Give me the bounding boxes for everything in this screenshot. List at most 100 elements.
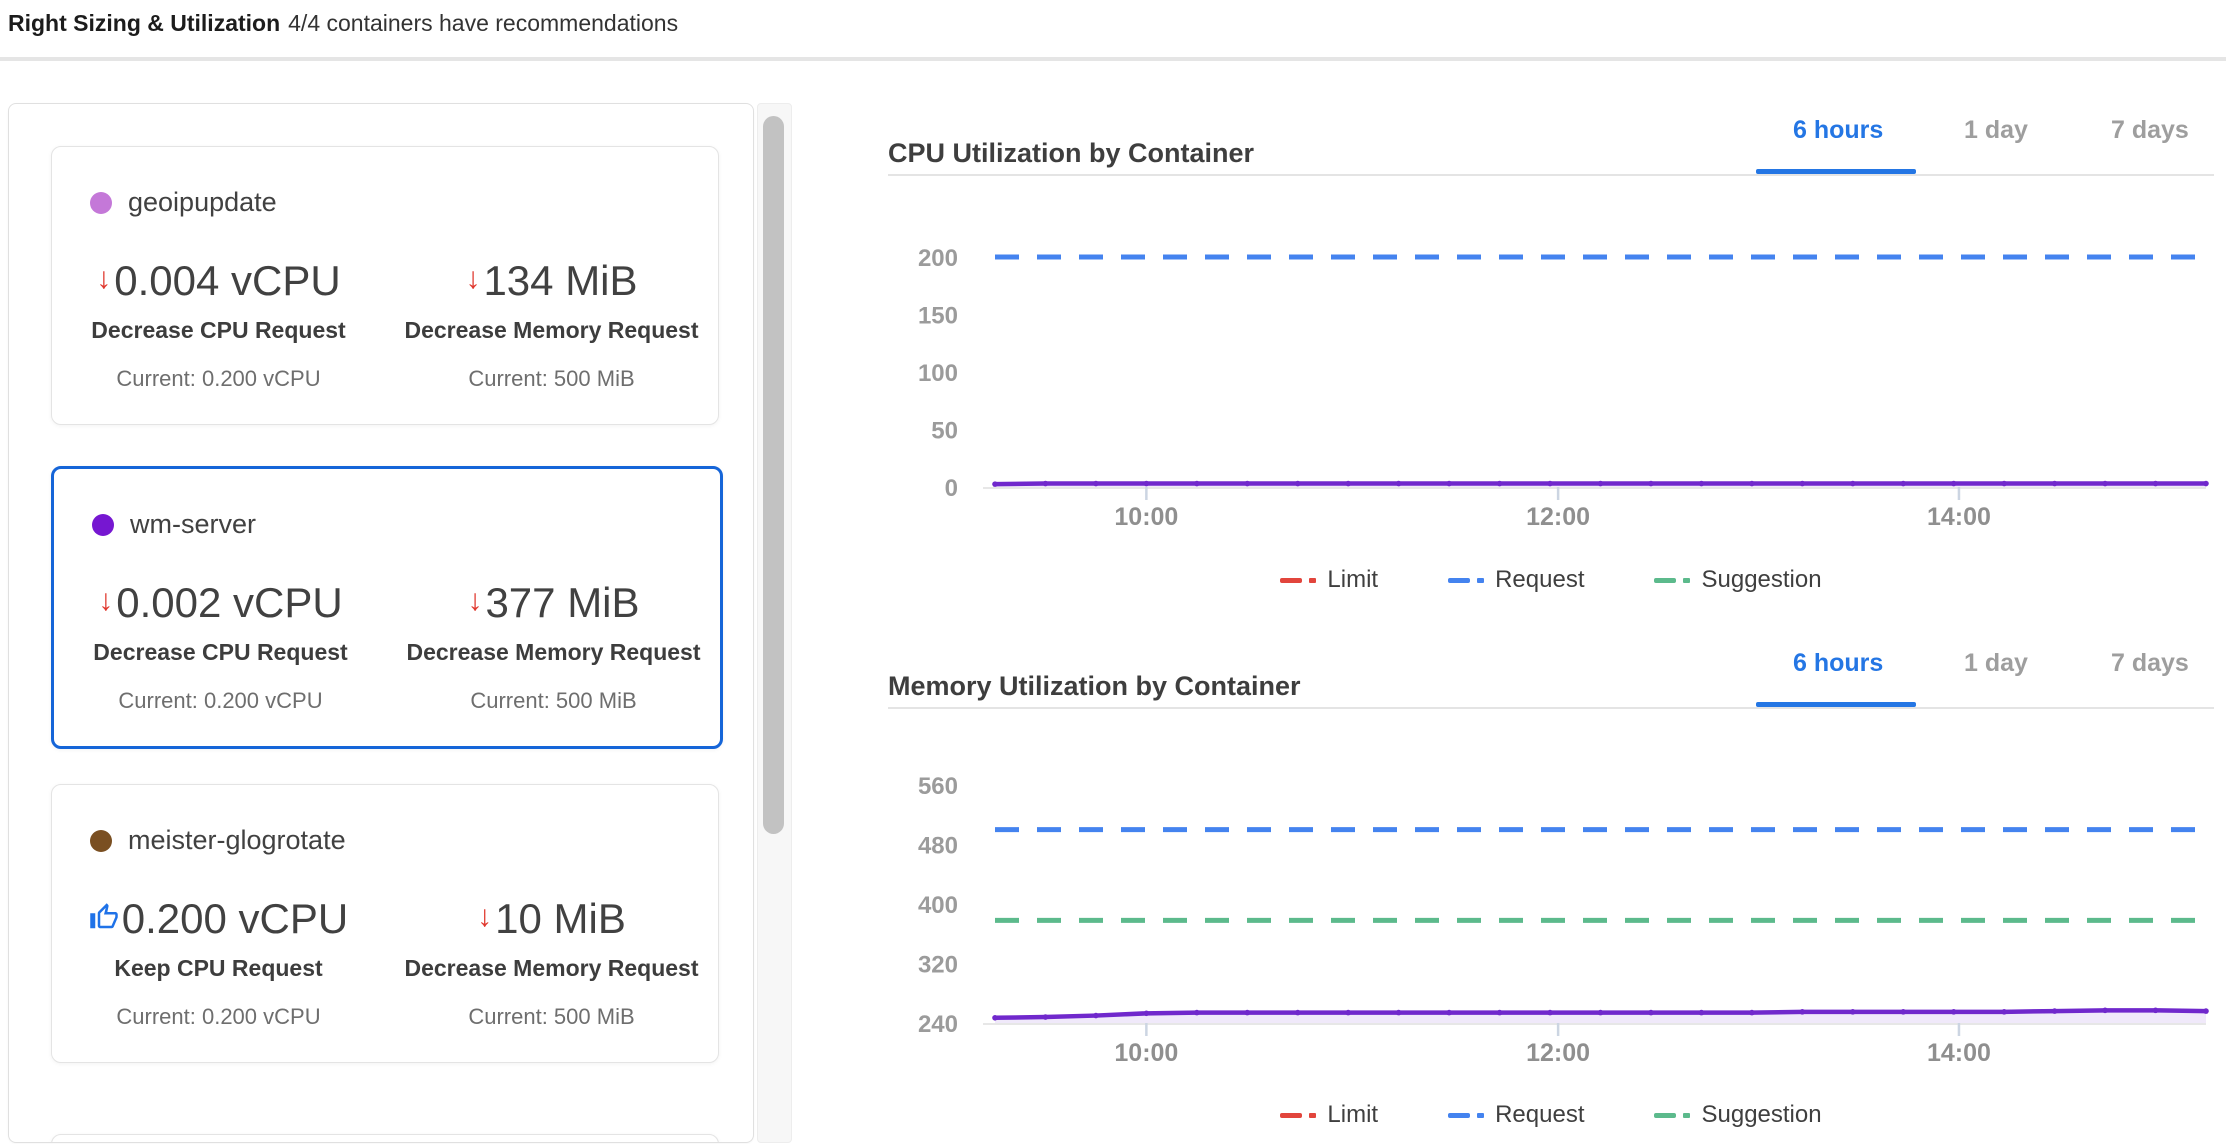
container-list-panel: geoipupdate ↓ 0.004 vCPU Decrease CPU Re…: [8, 103, 754, 1143]
legend-item-limit: Limit: [1280, 566, 1378, 594]
svg-text:50: 50: [931, 418, 958, 445]
memory-header-divider: [888, 707, 2214, 709]
svg-text:240: 240: [918, 1011, 958, 1038]
memory-tab-6-hours[interactable]: 6 hours: [1793, 649, 1884, 677]
legend-item-suggestion: Suggestion: [1654, 566, 1822, 594]
memory-recommendation: ↓ 377 MiB Decrease Memory Request Curren…: [387, 581, 720, 714]
svg-text:14:00: 14:00: [1927, 503, 1991, 531]
container-header: geoipupdate: [90, 187, 277, 218]
arrow-down-icon: ↓: [96, 262, 112, 295]
memory-tab-1-day[interactable]: 1 day: [1964, 649, 2028, 677]
svg-text:0: 0: [945, 475, 958, 502]
cpu-chart-legend: Limit Request Suggestion: [888, 566, 2214, 594]
thumb-up-icon: [90, 903, 118, 929]
container-card-geoipupdate[interactable]: geoipupdate ↓ 0.004 vCPU Decrease CPU Re…: [51, 146, 719, 425]
memory-chart-title: Memory Utilization by Container: [888, 671, 1301, 702]
memory-value-text: 134 MiB: [483, 257, 638, 304]
dashed-line-icon: [1654, 577, 1691, 583]
svg-text:100: 100: [918, 360, 958, 387]
memory-recommendation-label: Decrease Memory Request: [406, 639, 701, 665]
cpu-value-text: 0.200 vCPU: [121, 895, 349, 942]
container-header: wm-server: [92, 509, 256, 540]
page-title: Right Sizing & Utilization: [8, 10, 281, 36]
cpu-current: Current: 0.200 vCPU: [116, 1004, 321, 1029]
memory-chart-legend: Limit Request Suggestion: [888, 1101, 2214, 1129]
container-card-meister-glogrotate[interactable]: meister-glogrotate 0.200 vCPU Keep CPU R…: [51, 784, 719, 1063]
svg-text:480: 480: [918, 833, 958, 860]
recommendations: ↓ 0.004 vCPU Decrease CPU Request Curren…: [52, 259, 718, 392]
container-name: geoipupdate: [128, 187, 277, 217]
scrollbar-thumb[interactable]: [763, 116, 784, 834]
cpu-header-divider: [888, 174, 2214, 176]
cpu-recommendation-label: Keep CPU Request: [114, 955, 323, 981]
dashed-line-icon: [1654, 1112, 1691, 1118]
svg-text:200: 200: [918, 245, 958, 272]
cpu-tab-6-hours[interactable]: 6 hours: [1793, 116, 1884, 144]
container-header: meister-glogrotate: [90, 825, 346, 856]
memory-current: Current: 500 MiB: [468, 1004, 635, 1029]
memory-active-tab-underline: [1756, 702, 1916, 707]
vertical-scrollbar[interactable]: [757, 103, 792, 1143]
container-color-dot: [92, 513, 114, 536]
memory-value-text: 10 MiB: [495, 895, 626, 942]
memory-current: Current: 500 MiB: [470, 688, 637, 713]
cpu-recommendation-label: Decrease CPU Request: [93, 639, 348, 665]
legend-label: Suggestion: [1701, 566, 1822, 593]
dashed-line-icon: [1448, 577, 1485, 583]
dashed-line-icon: [1280, 1112, 1317, 1118]
memory-recommendation-label: Decrease Memory Request: [404, 955, 699, 981]
page-subtitle: 4/4 containers have recommendations: [288, 10, 679, 36]
legend-item-limit: Limit: [1280, 1101, 1378, 1129]
legend-label: Request: [1495, 1101, 1585, 1128]
svg-text:150: 150: [918, 303, 958, 330]
cpu-tab-1-day[interactable]: 1 day: [1964, 116, 2028, 144]
cpu-tab-7-days[interactable]: 7 days: [2111, 116, 2189, 144]
container-color-dot: [90, 191, 112, 214]
arrow-down-icon: ↓: [467, 584, 483, 617]
svg-text:10:00: 10:00: [1114, 1039, 1178, 1067]
memory-current: Current: 500 MiB: [468, 366, 635, 391]
recommendations: 0.200 vCPU Keep CPU Request Current: 0.2…: [52, 897, 718, 1030]
arrow-down-icon: ↓: [477, 900, 493, 933]
svg-text:12:00: 12:00: [1526, 503, 1590, 531]
recommendations: ↓ 0.002 vCPU Decrease CPU Request Curren…: [54, 581, 720, 714]
header-divider: [0, 57, 2226, 61]
legend-item-request: Request: [1448, 566, 1584, 594]
legend-label: Limit: [1327, 1101, 1379, 1128]
svg-text:12:00: 12:00: [1526, 1039, 1590, 1067]
legend-item-request: Request: [1448, 1101, 1584, 1129]
cpu-chart-title: CPU Utilization by Container: [888, 138, 1255, 169]
page-header: Right Sizing & Utilization 4/4 containers…: [8, 10, 678, 37]
memory-recommendation: ↓ 10 MiB Decrease Memory Request Current…: [385, 897, 718, 1030]
cpu-recommendation: ↓ 0.004 vCPU Decrease CPU Request Curren…: [52, 259, 385, 392]
legend-label: Suggestion: [1701, 1101, 1822, 1128]
memory-tab-7-days[interactable]: 7 days: [2111, 649, 2189, 677]
cpu-recommendation-value: 0.200 vCPU: [89, 897, 348, 941]
legend-label: Request: [1495, 566, 1585, 593]
container-name: wm-server: [130, 509, 256, 539]
dashed-line-icon: [1280, 577, 1317, 583]
cpu-recommendation-value: ↓ 0.004 vCPU: [96, 259, 340, 303]
cpu-current: Current: 0.200 vCPU: [116, 366, 321, 391]
cpu-value-text: 0.004 vCPU: [114, 257, 341, 304]
svg-text:320: 320: [918, 952, 958, 979]
memory-value-text: 377 MiB: [485, 579, 640, 626]
cpu-utilization-chart: 0 50 100 150 200 10:00 12:00 14:00: [918, 245, 2209, 531]
arrow-down-icon: ↓: [465, 262, 481, 295]
container-card-wm-server[interactable]: wm-server ↓ 0.002 vCPU Decrease CPU Requ…: [51, 466, 723, 749]
cpu-current: Current: 0.200 vCPU: [118, 688, 323, 713]
container-card-partial[interactable]: [51, 1134, 719, 1142]
memory-recommendation-value: ↓ 377 MiB: [467, 581, 639, 625]
cpu-value-text: 0.002 vCPU: [116, 579, 343, 626]
container-name: meister-glogrotate: [128, 825, 346, 855]
cpu-active-tab-underline: [1756, 169, 1916, 174]
memory-recommendation: ↓ 134 MiB Decrease Memory Request Curren…: [385, 259, 718, 392]
svg-text:14:00: 14:00: [1927, 1039, 1991, 1067]
container-color-dot: [90, 829, 112, 852]
memory-recommendation-value: ↓ 134 MiB: [465, 259, 637, 303]
memory-recommendation-value: ↓ 10 MiB: [477, 897, 626, 941]
memory-recommendation-label: Decrease Memory Request: [404, 317, 699, 343]
dashed-line-icon: [1448, 1112, 1485, 1118]
cpu-recommendation-label: Decrease CPU Request: [91, 317, 346, 343]
cpu-recommendation-value: ↓ 0.002 vCPU: [98, 581, 342, 625]
